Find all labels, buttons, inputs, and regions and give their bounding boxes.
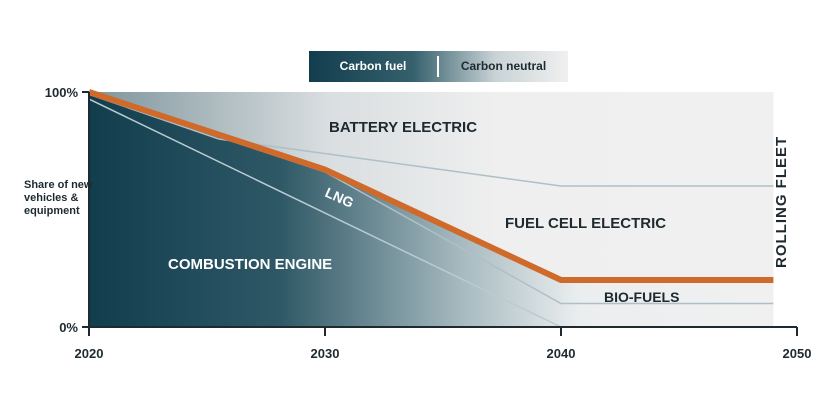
carbon-fuel-boundary-line xyxy=(88,89,774,283)
y-tick-label: 0% xyxy=(59,320,78,335)
combustion-engine-line xyxy=(88,98,562,328)
bio-fuels-label: BIO-FUELS xyxy=(604,289,679,305)
legend-divider xyxy=(437,56,439,77)
legend-carbon-fuel: Carbon fuel xyxy=(339,59,407,73)
x-tick-label: 2020 xyxy=(75,346,104,361)
rolling-fleet-label: ROLLING FLEET xyxy=(773,136,790,268)
fuel-cell-electric-label: FUEL CELL ELECTRIC xyxy=(505,215,666,232)
legend: Carbon fuel Carbon neutral xyxy=(309,51,568,82)
chart-labels: BATTERY ELECTRIC FUEL CELL ELECTRIC COMBUS… xyxy=(168,119,790,305)
y-tick-label: 100% xyxy=(45,85,79,100)
combustion-engine-label: COMBUSTION ENGINE xyxy=(168,256,332,273)
carbon-neutral-top-area xyxy=(89,92,774,280)
legend-carbon-neutral: Carbon neutral xyxy=(460,59,547,73)
axes: 2020 2030 2040 2050 0% 100% xyxy=(45,85,812,361)
x-tick-label: 2040 xyxy=(547,346,576,361)
plot-area xyxy=(88,89,774,328)
y-axis-label: Share of new vehicles & equipment xyxy=(24,179,93,217)
x-tick-label: 2050 xyxy=(783,346,812,361)
x-tick-label: 2030 xyxy=(311,346,340,361)
battery-electric-label: BATTERY ELECTRIC xyxy=(329,119,477,136)
fuel-cell-electric-line xyxy=(88,93,774,187)
